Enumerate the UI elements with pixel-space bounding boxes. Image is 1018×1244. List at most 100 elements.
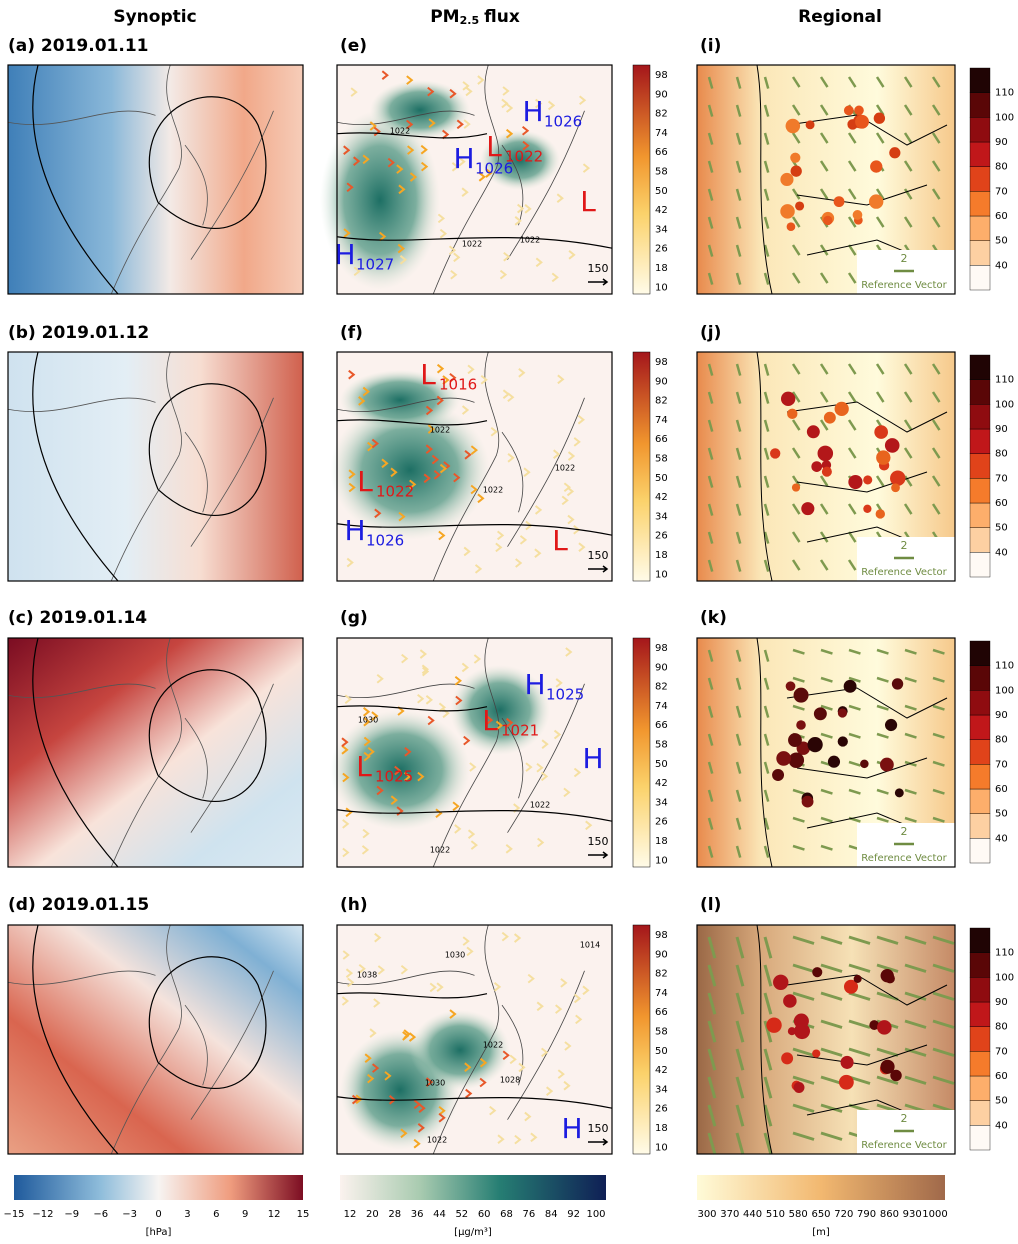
wind-vector bbox=[819, 132, 829, 144]
wind-vector bbox=[792, 704, 805, 711]
reference-arrow bbox=[588, 1138, 609, 1146]
flux-arrow bbox=[384, 1071, 392, 1081]
flux-arrow bbox=[433, 470, 442, 480]
station bbox=[790, 165, 802, 177]
colorbar-tick-label: 110 bbox=[995, 375, 1014, 386]
flux-arrow bbox=[489, 1105, 497, 1116]
map-background bbox=[8, 638, 303, 867]
flux-arrow bbox=[551, 272, 559, 283]
flux-arrow bbox=[450, 269, 458, 280]
flux-arrow bbox=[435, 808, 443, 819]
colorbar bbox=[340, 1175, 606, 1200]
wind-vector bbox=[820, 788, 833, 795]
flux-arrow bbox=[519, 535, 528, 545]
wind-vector bbox=[931, 76, 941, 88]
wind-vector bbox=[791, 391, 801, 403]
wind-vector bbox=[819, 559, 829, 571]
colorbar-tick-label: 98 bbox=[655, 357, 668, 368]
flux-arrow bbox=[561, 495, 569, 506]
station bbox=[884, 438, 900, 453]
colorbar-tick-label: 66 bbox=[655, 1007, 668, 1018]
pressure-center-letter: H bbox=[334, 238, 355, 271]
wind-vector bbox=[903, 419, 913, 431]
contour-label: 1014 bbox=[580, 941, 600, 950]
wind-vector bbox=[875, 188, 885, 200]
wind-vector bbox=[763, 272, 770, 285]
wind-vector bbox=[904, 816, 917, 823]
colorbar-tick-label: 3 bbox=[184, 1209, 190, 1220]
flux-arrow bbox=[505, 128, 514, 139]
wind-vector bbox=[763, 132, 770, 145]
map-frame bbox=[7, 924, 304, 1155]
panel-label: (g) bbox=[340, 608, 368, 628]
isobar bbox=[336, 132, 613, 249]
flux-arrow bbox=[463, 119, 471, 129]
wind-vector bbox=[932, 991, 955, 1001]
colorbar-tick-label: 90 bbox=[655, 662, 668, 673]
contour-label: 1030 bbox=[445, 951, 465, 960]
colorbar-segment bbox=[969, 502, 991, 528]
wind-vector bbox=[932, 732, 945, 739]
flux-arrow bbox=[496, 530, 505, 541]
flux-arrow bbox=[373, 126, 381, 137]
wind-vector bbox=[792, 676, 805, 683]
reference-value: 150 bbox=[588, 262, 609, 275]
flux-arrow bbox=[364, 1053, 372, 1063]
flux-arrow bbox=[402, 1031, 410, 1041]
flux-arrow bbox=[524, 204, 532, 214]
flux-arrow bbox=[436, 363, 445, 374]
colorbar-unit: [μg/m³] bbox=[454, 1227, 492, 1238]
wind-vector bbox=[792, 935, 815, 945]
wind-vector bbox=[707, 1132, 717, 1155]
flux-arrow bbox=[420, 161, 429, 172]
pressure-center-letter: H bbox=[453, 142, 474, 175]
station bbox=[788, 752, 805, 768]
wind-vector bbox=[903, 216, 913, 228]
flux-area bbox=[450, 665, 550, 755]
wind-vector bbox=[707, 419, 714, 432]
boundary bbox=[756, 64, 948, 295]
coastline bbox=[7, 351, 274, 582]
contour-label: 1022 bbox=[462, 240, 482, 249]
wind-vector bbox=[932, 1075, 955, 1085]
wind-vector bbox=[932, 1019, 955, 1029]
colorbar-tick-label: 90 bbox=[655, 89, 668, 100]
wind-vector bbox=[735, 447, 742, 460]
colorbar-segment bbox=[969, 191, 991, 217]
flux-arrow bbox=[381, 70, 389, 80]
station bbox=[876, 450, 891, 465]
flux-arrow bbox=[396, 164, 404, 174]
wind-vector bbox=[735, 1104, 745, 1127]
column-header: PM2.5 flux bbox=[430, 7, 520, 27]
colorbar-tick-label: 40 bbox=[995, 260, 1008, 271]
panel-label: (i) bbox=[700, 36, 721, 56]
colorbar-tick-label: 80 bbox=[995, 735, 1008, 746]
wind-vector bbox=[707, 475, 714, 488]
colorbar-segment bbox=[969, 552, 991, 578]
flux-arrow bbox=[438, 530, 446, 541]
flux-arrow bbox=[376, 673, 384, 684]
colorbar-segment bbox=[969, 714, 991, 740]
colorbar-segment bbox=[969, 1100, 991, 1126]
flux-arrow bbox=[553, 449, 561, 459]
wind-vector bbox=[735, 761, 742, 774]
colorbar-tick-label: 510 bbox=[766, 1209, 785, 1220]
wind-vector bbox=[847, 363, 857, 375]
colorbar-tick-label: 6 bbox=[213, 1209, 219, 1220]
flux-arrow bbox=[390, 467, 398, 478]
colorbar-tick-label: 50 bbox=[995, 809, 1008, 820]
wind-vector bbox=[763, 104, 770, 117]
wind-vector bbox=[820, 704, 833, 711]
colorbar-tick-label: 66 bbox=[655, 147, 668, 158]
isobar bbox=[32, 924, 119, 1155]
station bbox=[787, 1027, 796, 1036]
colorbar-tick-label: 44 bbox=[433, 1209, 446, 1220]
colorbar-tick-label: −9 bbox=[64, 1209, 79, 1220]
station bbox=[776, 751, 791, 766]
reference-value: 2 bbox=[901, 1112, 908, 1125]
flux-arrow bbox=[406, 75, 414, 85]
flux-arrow bbox=[479, 1077, 487, 1088]
flux-arrow bbox=[517, 203, 525, 214]
wind-vector bbox=[763, 559, 770, 572]
wind-vector bbox=[819, 160, 829, 172]
